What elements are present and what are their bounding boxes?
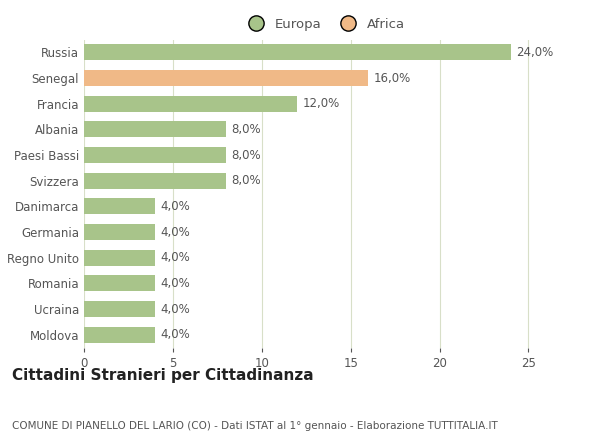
Text: 12,0%: 12,0% [302, 97, 340, 110]
Bar [84, 173, 226, 189]
Bar [84, 198, 155, 214]
Legend: Europa, Africa: Europa, Africa [238, 12, 410, 36]
Bar [84, 301, 155, 317]
Text: 16,0%: 16,0% [374, 72, 411, 84]
Bar [84, 96, 298, 112]
Text: 4,0%: 4,0% [160, 277, 190, 290]
Text: 8,0%: 8,0% [232, 149, 261, 161]
Text: COMUNE DI PIANELLO DEL LARIO (CO) - Dati ISTAT al 1° gennaio - Elaborazione TUTT: COMUNE DI PIANELLO DEL LARIO (CO) - Dati… [12, 421, 498, 431]
Text: 8,0%: 8,0% [232, 174, 261, 187]
Bar [84, 275, 155, 291]
Bar [84, 44, 511, 60]
Text: 4,0%: 4,0% [160, 303, 190, 315]
Bar [84, 121, 226, 137]
Bar [84, 224, 155, 240]
Bar [84, 250, 155, 266]
Text: Cittadini Stranieri per Cittadinanza: Cittadini Stranieri per Cittadinanza [12, 368, 314, 383]
Text: 4,0%: 4,0% [160, 200, 190, 213]
Text: 24,0%: 24,0% [516, 46, 553, 59]
Bar [84, 70, 368, 86]
Text: 4,0%: 4,0% [160, 328, 190, 341]
Text: 8,0%: 8,0% [232, 123, 261, 136]
Text: 4,0%: 4,0% [160, 226, 190, 238]
Bar [84, 147, 226, 163]
Bar [84, 327, 155, 343]
Text: 4,0%: 4,0% [160, 251, 190, 264]
